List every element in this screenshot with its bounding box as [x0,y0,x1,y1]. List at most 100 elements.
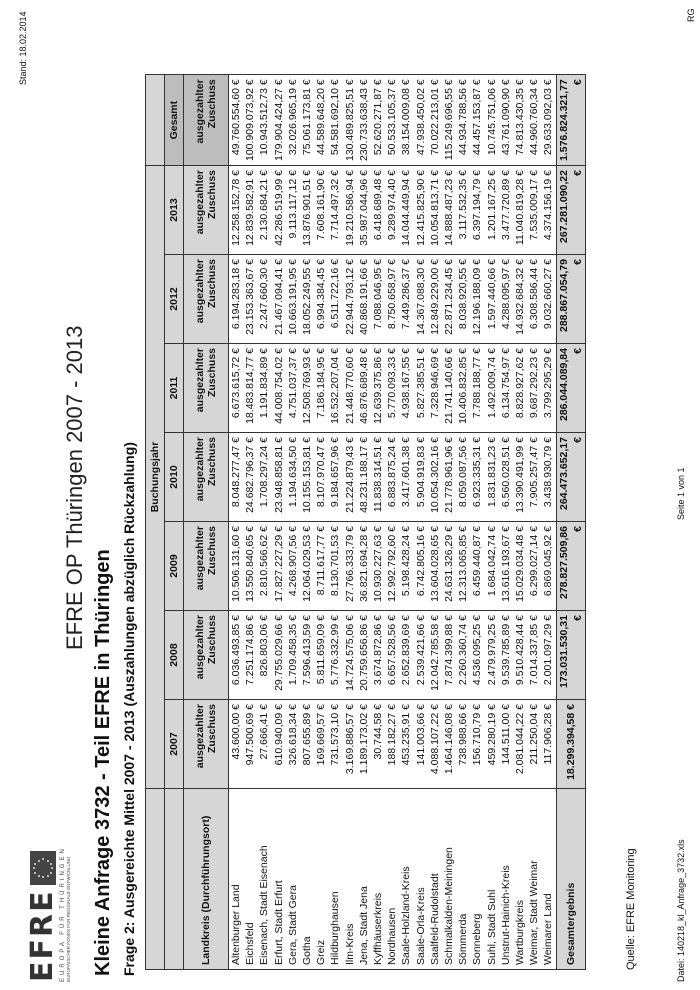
amount-cell: 13.604.028,65 € [427,521,443,611]
table-row: Sömmerda 738.988,66 €2.260.360,74 €12.313… [456,74,471,970]
amount-cell: 7.608.161,90 € [314,165,329,255]
amount-cell: 1.492.009,74 € [484,343,499,433]
amount-cell: 7.186.184,95 € [314,343,329,433]
flag-star-icon [37,859,40,862]
total-cell: 130.489.825,51 € [342,74,357,166]
amount-cell: 12.258.152,78 € [228,165,244,255]
table-row: Saale-Orla-Kreis 141.003,66 €2.539.421,66… [413,74,428,970]
amount-cell: 4.268.907,56 € [285,521,301,611]
amount-cell: 3.417.601,38 € [399,432,414,522]
table-row: Erfurt, Stadt Erfurt 610.940,09 €29.755.0… [271,74,286,970]
column-header-year: 2008 [164,610,184,700]
district-name: Weimar, Stadt Weimar [527,788,542,970]
amount-cell: 7.788.188,77 € [470,343,485,433]
amount-cell: 22.871.234,45 € [442,254,457,344]
district-name: Kyffhäuserkreis [371,788,386,970]
amount-cell: 7.905.257,47 € [527,432,542,522]
amount-cell: 24.631.326,29 € [442,521,457,611]
column-header-year: 2013 [164,165,184,255]
row-header: Landkreis (Durchführungsort) [183,788,229,970]
amount-cell: 12.196.188,09 € [470,254,485,344]
table-row: Gera, Stadt Gera 326.618,34 €1.709.458,35… [285,74,301,970]
amount-cell: 6.511.722,16 € [328,254,343,344]
amount-cell: 6.308.586,44 € [527,254,542,344]
amount-cell: 20.759.656,86 € [356,610,372,700]
amount-cell: 6.299.027,14 € [527,521,542,611]
amount-cell: 18.299.394,58 € [556,699,586,789]
amount-cell: 211.250,04 € [527,699,542,789]
column-subheader: ausgezahlter Zuschuss [183,165,229,255]
amount-cell: 21.778.961,96 € [442,432,457,522]
amount-cell: 6.869.045,92 € [541,521,557,611]
amount-cell: 12.064.029,53 € [300,521,315,611]
amount-cell: 7.088.046,95 € [371,254,386,344]
column-subheader: ausgezahlter Zuschuss [183,699,229,789]
amount-cell: 10.506.131,60 € [228,521,244,611]
district-name: Altenburger Land [228,788,244,970]
header-spacer [164,788,184,970]
amount-cell: 2.247.660,30 € [257,254,272,344]
table-row: Schmalkalden-Meiningen 1.464.146,08 €7.87… [442,74,457,970]
total-cell: 50.533.105,37 € [385,74,400,166]
amount-cell: 4.938.167,55 € [399,343,414,433]
amount-cell: 13.616.193,67 € [498,521,514,611]
district-name: Erfurt, Stadt Erfurt [271,788,286,970]
amount-cell: 2.001.097,29 € [541,610,557,700]
amount-cell: 2.130.684,21 € [257,165,272,255]
district-name: Sömmerda [456,788,471,970]
total-cell: 44.457.153,87 € [470,74,485,166]
amount-cell: 7.596.413,59 € [300,610,315,700]
amount-cell: 15.029.034,48 € [513,521,528,611]
subheader-label: ausgezahlter [194,615,206,680]
page-number: Seite 1 von 1 [676,467,686,520]
table-row: Altenburger Land 43.600,00 €6.036.493,85 … [228,74,244,970]
table-row: Hildburghausen 731.573,10 €5.776.332,99 €… [328,74,343,970]
amount-cell: 1.464.146,08 € [442,699,457,789]
amount-cell: 947.500,69 € [243,699,258,789]
table-row: Eichsfeld 947.500,69 €7.251.174,86 €13.55… [243,74,258,970]
amount-cell: 5.811.659,09 € [314,610,329,700]
district-name: Hildburghausen [328,788,343,970]
amount-cell: 5.198.428,24 € [399,521,414,611]
amount-cell: 13.550.840,65 € [243,521,258,611]
amount-cell: 7.328.946,69 € [427,343,443,433]
amount-cell: 288.867.054,79 € [556,254,586,344]
amount-cell: 29.755.029,66 € [271,610,286,700]
amount-cell: 4.088.107,22 € [427,699,443,789]
subheader-label: Zuschuss [206,348,218,398]
amount-cell: 453.235,91 € [399,699,414,789]
total-cell: 52.620.271,87 € [371,74,386,166]
amount-cell: 12.992.792,60 € [385,521,400,611]
amount-cell: 278.827.509,86 € [556,521,586,611]
district-name: Schmalkalden-Meiningen [442,788,457,970]
column-header-year: Gesamt [164,74,184,166]
amount-cell: 9.032.660,27 € [541,254,557,344]
subheader-label: ausgezahlter [194,170,206,235]
amount-cell: 43.600,00 € [228,699,244,789]
amount-cell: 5.827.385,51 € [413,343,428,433]
subheader-label: ausgezahlter [194,348,206,413]
column-subheader: ausgezahlter Zuschuss [183,74,229,166]
amount-cell: 9.113.117,12 € [285,165,301,255]
district-name: Saale-Orla-Kreis [413,788,428,970]
amount-cell: 19.210.586,94 € [342,165,357,255]
amount-cell: 169.669,57 € [314,699,329,789]
amount-cell: 7.535.009,17 € [527,165,542,255]
amount-cell: 3.674.872,86 € [371,610,386,700]
subheader-label: Zuschuss [206,170,218,220]
subheader-label: Zuschuss [206,437,218,487]
total-cell: 179.904.424,27 € [271,74,286,166]
amount-cell: 44.008.754,02 € [271,343,286,433]
header-corner-total [145,74,165,166]
table-row: Saale-Holzland-Kreis 453.235,91 €2.652.83… [399,74,414,970]
amount-cell: 2.810.566,62 € [257,521,272,611]
total-cell: 100.909.073,92 € [243,74,258,166]
subheader-label: Zuschuss [206,704,218,754]
amount-cell: 3.169.886,57 € [342,699,357,789]
amount-cell: 13.390.491,99 € [513,432,528,522]
amount-cell: 12.042.785,58 € [427,610,443,700]
amount-cell: 8.750.658,97 € [385,254,400,344]
amount-cell: 12.849.229,00 € [427,254,443,344]
column-subheader: ausgezahlter Zuschuss [183,521,229,611]
amount-cell: 48.231.188,17 € [356,432,372,522]
